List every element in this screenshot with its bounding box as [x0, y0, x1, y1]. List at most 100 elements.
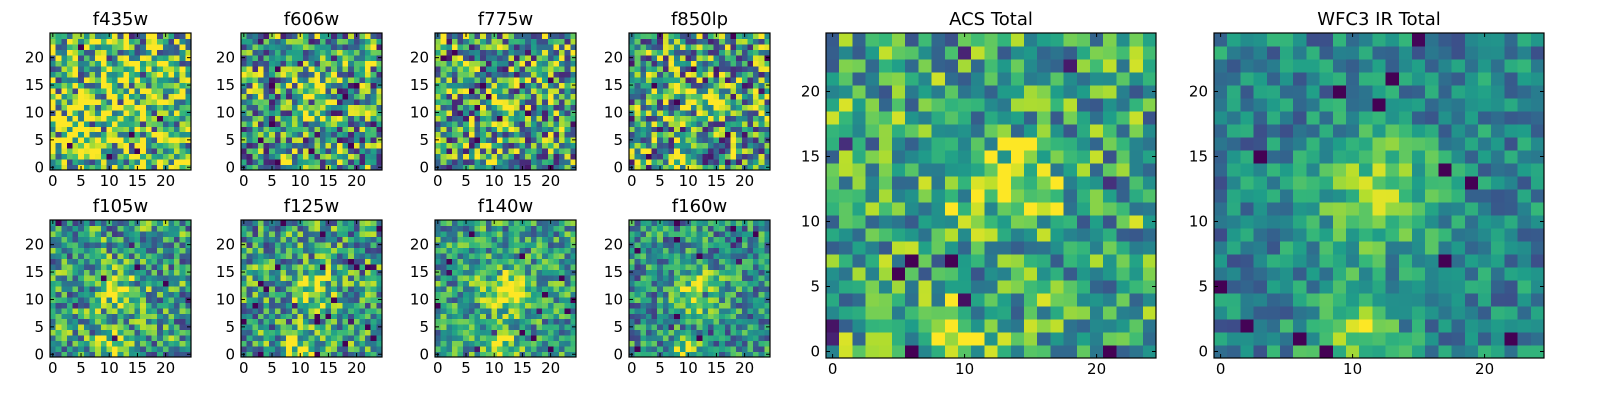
heatmap-cell	[100, 126, 107, 133]
x-tick-label: 0	[433, 359, 443, 377]
heatmap-cell	[89, 98, 96, 105]
heatmap-cell	[634, 307, 641, 314]
heatmap-cell	[168, 236, 175, 243]
heatmap-cell	[286, 225, 293, 232]
heatmap-cell	[257, 142, 265, 149]
heatmap-cell	[747, 126, 754, 133]
heatmap-cell	[713, 340, 720, 347]
heatmap-cell	[502, 164, 509, 171]
heatmap-cell	[128, 236, 136, 243]
heatmap-cell	[174, 324, 181, 331]
heatmap-cell	[117, 142, 124, 149]
heatmap-cell	[707, 126, 715, 133]
heatmap-cell	[530, 49, 538, 56]
heatmap-cell	[519, 302, 526, 309]
heatmap-cell	[246, 60, 253, 67]
heatmap-cell	[117, 329, 124, 336]
heatmap-cell	[457, 313, 464, 320]
heatmap-cell	[497, 230, 504, 238]
heatmap-cell	[157, 120, 164, 127]
heatmap-cell	[679, 313, 686, 320]
heatmap-cell	[348, 60, 355, 67]
heatmap-cell	[679, 335, 686, 342]
heatmap-cell	[525, 164, 532, 171]
heatmap-cell	[519, 318, 526, 325]
heatmap-cell	[269, 252, 276, 259]
heatmap-cell	[513, 346, 521, 353]
heatmap-cell	[559, 33, 566, 40]
heatmap-cell	[286, 252, 293, 259]
heatmap-cell	[758, 159, 765, 166]
heatmap-cell	[319, 164, 327, 171]
heatmap-cell	[741, 148, 749, 155]
heatmap-cell	[736, 346, 743, 353]
heatmap-cell	[530, 159, 538, 166]
heatmap-cell	[291, 285, 298, 292]
heatmap-cell	[440, 340, 447, 347]
heatmap-cell	[570, 120, 577, 127]
heatmap-cell	[145, 159, 153, 166]
heatmap-cell	[72, 220, 79, 227]
heatmap-cell	[342, 60, 349, 67]
heatmap-cell	[519, 307, 526, 314]
heatmap-cell	[123, 302, 130, 309]
heatmap-cell	[651, 104, 658, 111]
heatmap-cell	[497, 137, 504, 144]
heatmap-cell	[145, 230, 153, 238]
heatmap-cell	[353, 225, 361, 232]
heatmap-cell	[741, 153, 749, 160]
heatmap-cell	[303, 274, 310, 281]
heatmap-cell	[185, 38, 192, 45]
heatmap-cell	[72, 302, 79, 309]
heatmap-cell	[440, 313, 447, 320]
heatmap-cell	[269, 60, 276, 67]
heatmap-cell	[724, 329, 732, 336]
heatmap-cell	[553, 98, 560, 105]
heatmap-cell	[702, 54, 709, 61]
heatmap-cell	[702, 65, 709, 72]
heatmap-cell	[491, 104, 498, 111]
heatmap-cell	[117, 269, 124, 276]
heatmap-cell	[547, 126, 555, 133]
heatmap-cell	[257, 93, 265, 100]
heatmap-cell	[314, 258, 321, 265]
heatmap-cell	[753, 82, 760, 89]
heatmap-cell	[348, 71, 355, 78]
heatmap-cell	[440, 76, 447, 83]
heatmap-cell	[168, 225, 175, 232]
heatmap-cell	[491, 247, 498, 254]
heatmap-cell	[764, 120, 771, 127]
heatmap-cell	[325, 324, 332, 331]
x-tick-label: 15	[707, 172, 726, 190]
heatmap-cell	[331, 236, 338, 243]
heatmap-cell	[55, 296, 62, 303]
heatmap-cell	[707, 307, 715, 314]
heatmap-cell	[370, 340, 377, 347]
heatmap-cell	[134, 318, 141, 325]
heatmap-cell	[691, 153, 698, 160]
heatmap-cell	[269, 263, 276, 270]
heatmap-cell	[365, 65, 372, 72]
heatmap-cell	[736, 296, 743, 303]
heatmap-cell	[168, 49, 175, 56]
heatmap-cell	[348, 236, 355, 243]
heatmap-cell	[370, 329, 377, 336]
heatmap-cell	[468, 65, 476, 72]
heatmap-cell	[685, 93, 692, 100]
heatmap-cell	[100, 247, 107, 254]
heatmap-cell	[651, 93, 658, 100]
heatmap-cell	[174, 120, 181, 127]
heatmap-cell	[342, 82, 349, 89]
heatmap-cell	[134, 241, 141, 248]
heatmap-cell	[662, 43, 670, 51]
heatmap-cell	[508, 98, 515, 105]
heatmap-cell	[331, 241, 338, 248]
heatmap-cell	[78, 346, 85, 353]
heatmap-cell	[547, 137, 555, 144]
heatmap-cell	[297, 87, 304, 94]
heatmap-cell	[719, 60, 726, 67]
heatmap-cell	[446, 230, 453, 238]
heatmap-cell	[157, 104, 164, 111]
heatmap-cell	[353, 104, 361, 111]
heatmap-cell	[685, 109, 692, 116]
